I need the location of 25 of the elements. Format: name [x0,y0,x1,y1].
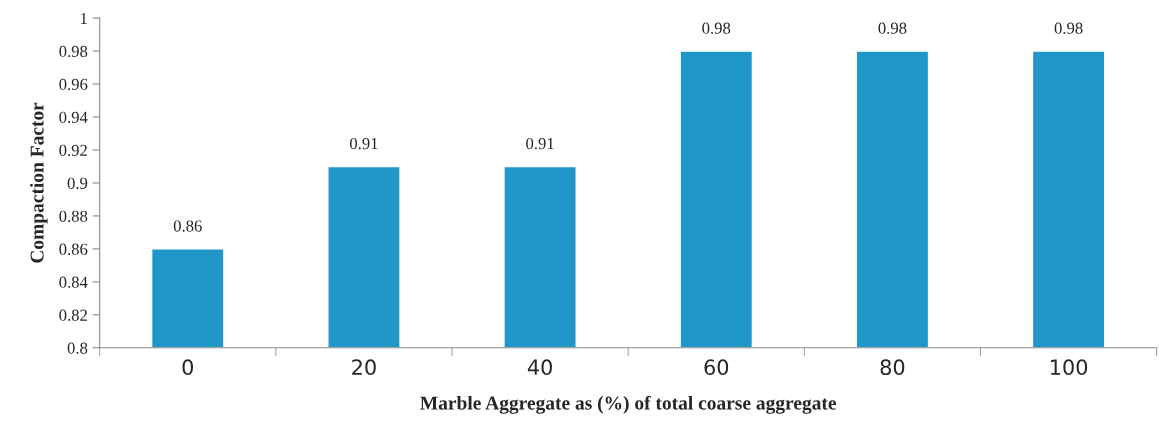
data-label: 0.91 [526,137,554,150]
data-label: 0.91 [349,137,378,150]
data-label: 0.98 [1054,22,1083,34]
x-tick-label: 40 [527,359,552,376]
y-tick-label: 0.88 [59,210,88,222]
y-tick-label: 0.8 [67,342,88,354]
y-tick-label: 0.84 [59,276,88,288]
y-tick-label: 0.98 [59,45,88,58]
y-tick-label: 0.94 [59,111,88,124]
x-tick-label: 60 [704,359,729,376]
x-tick-label: 80 [880,359,905,376]
x-tick-label: 20 [352,359,376,376]
x-axis-title: Marble Aggregate as (%) of total coarse aggregate [420,395,837,414]
data-label: 0.98 [702,22,731,34]
y-tick-label: 0.9 [67,177,88,189]
y-tick-label: 0.86 [59,243,88,255]
data-label: 0.98 [878,22,907,34]
y-tick-label: 0.82 [59,309,87,321]
y-tick-label: 1 [81,12,87,24]
y-axis-title: Compaction Factor [29,102,48,263]
data-label: 0.86 [173,220,202,232]
y-tick-label: 0.92 [59,144,87,157]
y-tick-label: 0.96 [59,78,88,91]
x-tick-label: 100 [1051,359,1088,376]
x-tick-label: 0 [182,359,193,376]
